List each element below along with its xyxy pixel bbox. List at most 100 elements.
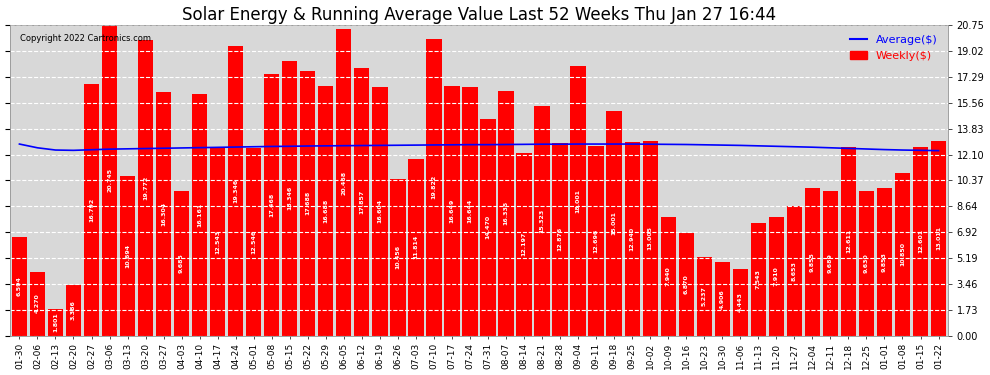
Bar: [120, 176, 136, 336]
Bar: [931, 141, 946, 336]
Text: 19.346: 19.346: [234, 179, 239, 203]
Text: 16.649: 16.649: [449, 199, 454, 223]
Text: 12.876: 12.876: [557, 227, 562, 251]
Text: 12.696: 12.696: [594, 228, 599, 253]
Text: 13.011: 13.011: [936, 226, 941, 250]
Bar: [517, 153, 532, 336]
Text: 17.688: 17.688: [305, 191, 310, 215]
Text: 17.468: 17.468: [269, 193, 274, 217]
Text: 12.546: 12.546: [251, 230, 256, 254]
Text: 12.940: 12.940: [630, 227, 635, 251]
Bar: [174, 190, 189, 336]
Bar: [588, 146, 604, 336]
Bar: [805, 188, 820, 336]
Text: 19.822: 19.822: [432, 175, 437, 200]
Bar: [697, 257, 712, 336]
Text: 9.689: 9.689: [828, 253, 833, 273]
Bar: [535, 106, 549, 336]
Text: 19.772: 19.772: [144, 176, 148, 200]
Bar: [192, 94, 207, 336]
Bar: [228, 46, 244, 336]
Text: 18.346: 18.346: [287, 186, 292, 210]
Bar: [354, 68, 369, 336]
Text: 7.910: 7.910: [774, 267, 779, 286]
Bar: [264, 74, 279, 336]
Text: 12.601: 12.601: [918, 229, 923, 254]
Text: 13.005: 13.005: [647, 226, 652, 250]
Bar: [445, 87, 459, 336]
Text: 12.543: 12.543: [215, 230, 220, 254]
Bar: [372, 87, 387, 336]
Text: 15.323: 15.323: [540, 209, 545, 233]
Text: 7.543: 7.543: [755, 269, 760, 289]
Text: 20.468: 20.468: [342, 170, 346, 195]
Text: 6.870: 6.870: [684, 274, 689, 294]
Bar: [750, 223, 766, 336]
Bar: [607, 111, 622, 336]
Bar: [408, 159, 424, 336]
Text: 9.630: 9.630: [864, 254, 869, 273]
Text: Copyright 2022 Cartronics.com: Copyright 2022 Cartronics.com: [20, 34, 150, 44]
Text: 10.456: 10.456: [395, 245, 400, 269]
Bar: [498, 91, 514, 336]
Bar: [427, 39, 442, 336]
Bar: [552, 143, 567, 336]
Bar: [84, 84, 99, 336]
Text: 20.745: 20.745: [107, 168, 112, 192]
Text: 16.688: 16.688: [324, 199, 329, 223]
Bar: [733, 269, 748, 336]
Text: 16.335: 16.335: [504, 201, 509, 225]
Bar: [300, 71, 316, 336]
Text: 4.906: 4.906: [720, 289, 725, 309]
Bar: [768, 217, 784, 336]
Text: 16.304: 16.304: [161, 201, 166, 226]
Bar: [337, 29, 351, 336]
Text: 16.604: 16.604: [377, 199, 382, 223]
Text: 17.857: 17.857: [359, 190, 364, 214]
Bar: [65, 285, 81, 336]
Bar: [913, 147, 929, 336]
Text: 16.644: 16.644: [467, 199, 472, 223]
Text: 4.443: 4.443: [738, 292, 742, 312]
Text: 9.853: 9.853: [882, 252, 887, 272]
Bar: [247, 148, 261, 336]
Bar: [30, 272, 46, 336]
Text: 4.270: 4.270: [35, 294, 40, 314]
Bar: [643, 141, 657, 336]
Text: 3.386: 3.386: [71, 300, 76, 320]
Text: 9.855: 9.855: [810, 252, 815, 272]
Text: 10.850: 10.850: [900, 242, 905, 266]
Bar: [715, 262, 730, 336]
Bar: [787, 206, 802, 336]
Bar: [156, 92, 171, 336]
Bar: [48, 309, 63, 336]
Text: 16.161: 16.161: [197, 202, 202, 227]
Bar: [390, 179, 406, 336]
Text: 14.470: 14.470: [485, 215, 490, 239]
Bar: [841, 147, 856, 336]
Bar: [210, 148, 226, 336]
Text: 12.611: 12.611: [845, 229, 851, 254]
Bar: [138, 40, 153, 336]
Bar: [462, 87, 477, 336]
Text: 8.653: 8.653: [792, 261, 797, 281]
Bar: [625, 142, 640, 336]
Title: Solar Energy & Running Average Value Last 52 Weeks Thu Jan 27 16:44: Solar Energy & Running Average Value Las…: [182, 6, 776, 24]
Bar: [12, 237, 27, 336]
Text: 15.001: 15.001: [612, 211, 617, 236]
Bar: [877, 188, 892, 336]
Text: 10.694: 10.694: [125, 243, 130, 268]
Text: 7.940: 7.940: [665, 266, 670, 286]
Text: 16.792: 16.792: [89, 198, 94, 222]
Bar: [858, 192, 874, 336]
Bar: [660, 217, 676, 336]
Text: 5.237: 5.237: [702, 286, 707, 306]
Bar: [895, 173, 910, 336]
Bar: [570, 66, 586, 336]
Bar: [318, 86, 334, 336]
Bar: [823, 190, 839, 336]
Bar: [282, 61, 297, 336]
Bar: [102, 25, 117, 336]
Text: 12.197: 12.197: [522, 232, 527, 256]
Text: 9.685: 9.685: [179, 253, 184, 273]
